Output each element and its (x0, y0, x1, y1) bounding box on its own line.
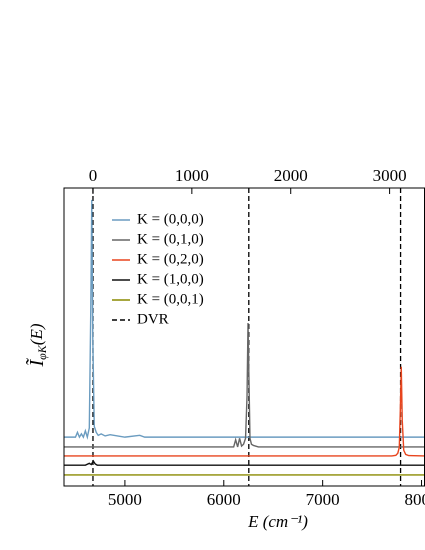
legend-label: DVR (137, 311, 169, 327)
legend-label: K = (1,0,0) (137, 271, 204, 287)
legend-label: K = (0,0,0) (137, 211, 204, 227)
y-label-symbol: Ĩ (24, 358, 48, 368)
series-line (64, 366, 425, 457)
legend-label: K = (0,1,0) (137, 231, 204, 247)
x-axis-label: E (cm⁻¹) (247, 512, 308, 531)
legend-label: K = (0,0,1) (137, 291, 204, 307)
x2-tick-label: 3000 (373, 166, 407, 185)
y-axis-label: ĨφK(E) (24, 323, 49, 367)
x2-tick-label: 1000 (175, 166, 209, 185)
series-line (64, 199, 425, 440)
series-line (64, 322, 425, 448)
x-tick-label: 5000 (108, 490, 142, 509)
x2-tick-label: 0 (89, 166, 98, 185)
x2-tick-label: 2000 (274, 166, 308, 185)
y-label-argument: (E) (27, 323, 46, 345)
x-tick-label: 6000 (207, 490, 241, 509)
legend-label: K = (0,2,0) (137, 251, 204, 267)
x-tick-label: 7000 (306, 490, 340, 509)
series-line (64, 459, 425, 466)
y-label-subscript: φK (35, 344, 49, 360)
x-tick-label: 8000 (405, 490, 425, 509)
